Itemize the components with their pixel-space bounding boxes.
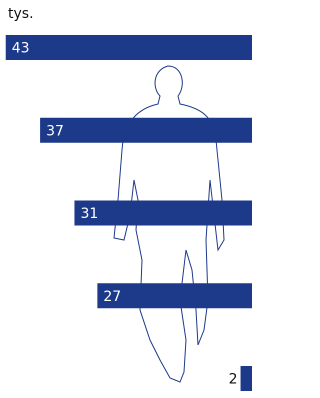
value-label: 31 (80, 206, 98, 222)
value-label: 43 (12, 41, 30, 57)
bar (40, 118, 252, 143)
bar (74, 201, 252, 226)
bar (6, 35, 252, 60)
value-label: 2 (229, 372, 238, 388)
unit-label: tys. (8, 6, 34, 22)
chart: tys. 43 37 31 27 2 (0, 0, 252, 394)
page: {"chart_data": {"type": "bar", "orientat… (0, 0, 252, 394)
value-label: 27 (103, 289, 121, 305)
bar (241, 366, 252, 391)
value-label: 37 (46, 123, 64, 139)
